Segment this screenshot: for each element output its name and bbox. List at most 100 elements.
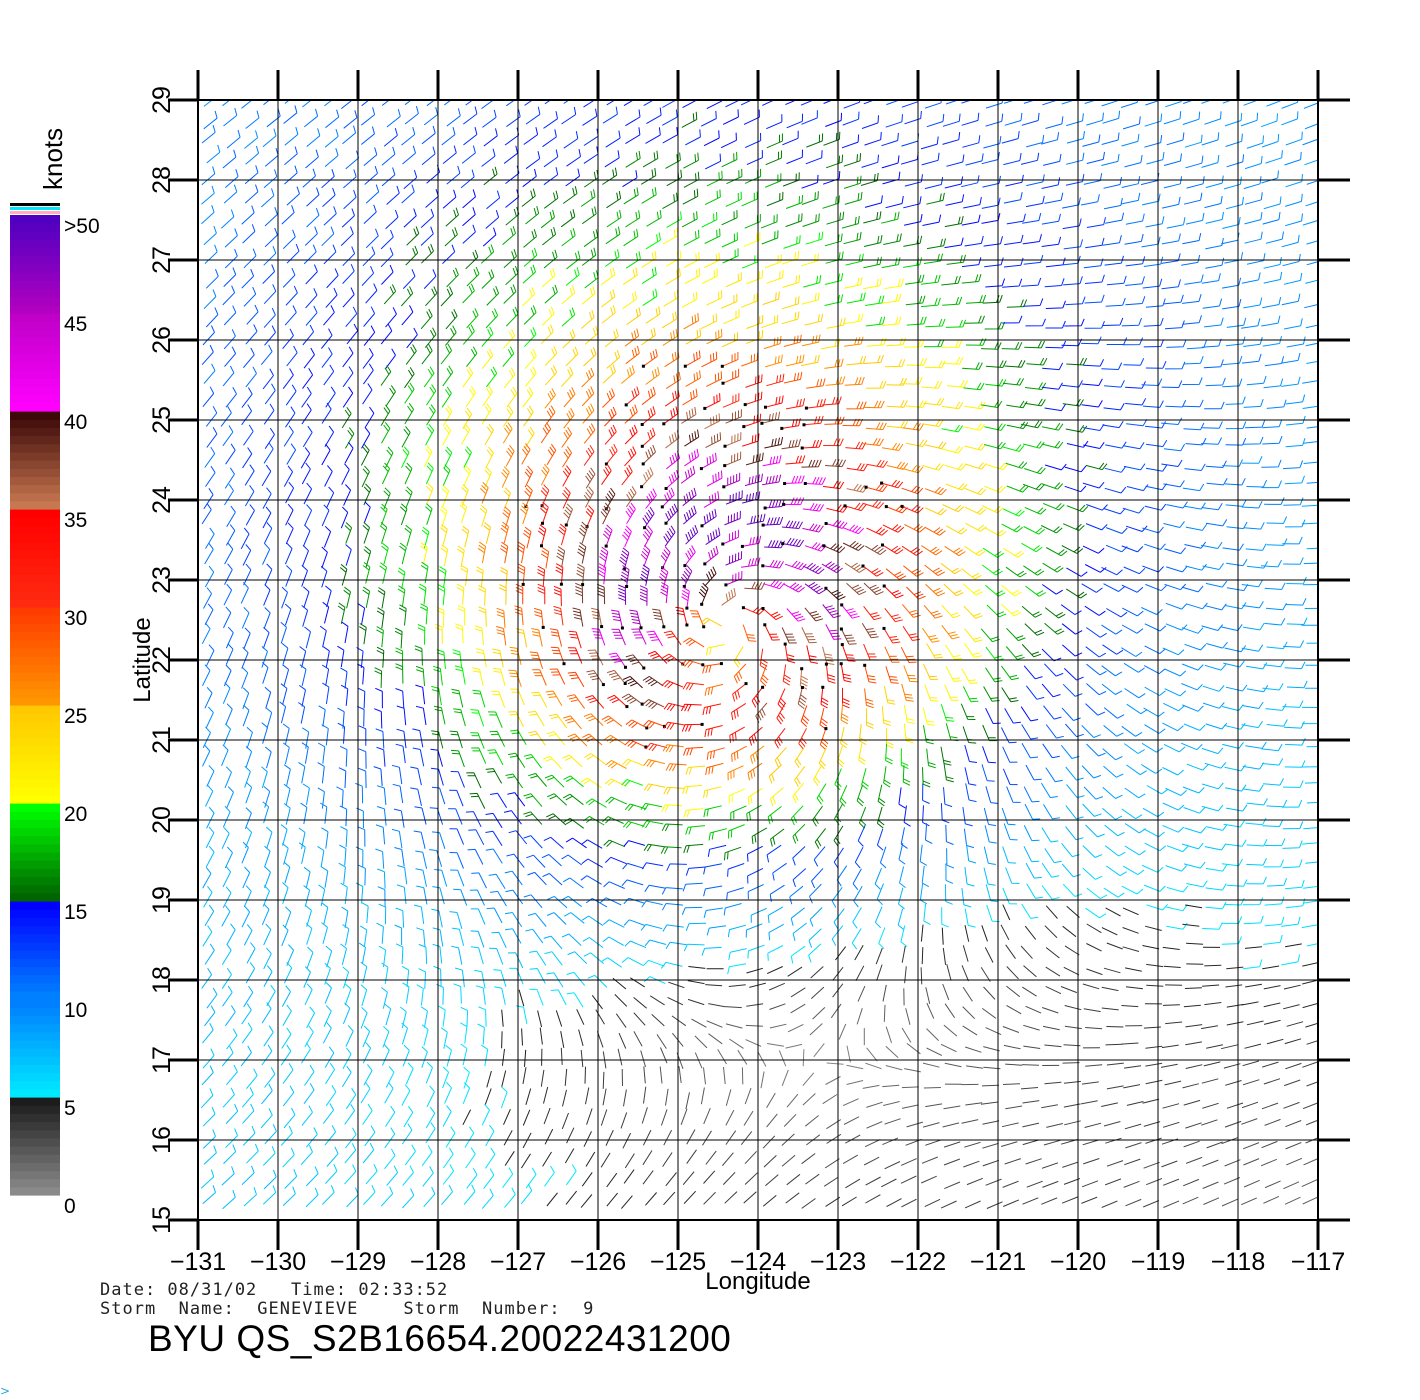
wind-barb xyxy=(1262,435,1283,445)
wind-barb xyxy=(862,1084,880,1089)
wind-barb xyxy=(1142,565,1164,573)
wind-barb xyxy=(562,754,583,768)
wind-barb xyxy=(1225,499,1247,507)
wind-barb xyxy=(1144,503,1167,511)
wind-barb xyxy=(1205,377,1226,387)
wind-barb xyxy=(945,824,954,845)
wind-barb xyxy=(546,443,557,466)
wind-barb xyxy=(681,211,698,228)
wind-barb xyxy=(834,803,844,826)
wind-barb xyxy=(1205,580,1228,588)
wind-barb xyxy=(919,844,928,866)
wind-barb xyxy=(562,186,578,204)
colorbar-band-segment xyxy=(10,255,60,265)
wind-barb xyxy=(523,894,543,909)
wind-barb xyxy=(1066,905,1080,918)
wind-barb xyxy=(901,133,920,147)
wind-barb xyxy=(961,274,982,284)
wind-barb xyxy=(298,702,306,724)
wind-barb xyxy=(364,1125,376,1147)
wind-barb xyxy=(1261,480,1282,489)
wind-barb xyxy=(226,1028,238,1050)
colorbar-band-segment xyxy=(10,656,60,665)
wind-barb xyxy=(505,306,519,327)
wind-barb xyxy=(492,667,506,686)
wind-barb xyxy=(665,763,687,772)
wind-barb xyxy=(1222,378,1243,388)
wind-barb xyxy=(1241,1118,1258,1125)
wind-barb xyxy=(1283,1181,1300,1190)
wind-barb xyxy=(659,1066,663,1084)
wind-barb xyxy=(1306,240,1318,245)
wind-barb xyxy=(606,349,621,369)
wind-barb xyxy=(521,1028,523,1046)
wind-barb xyxy=(561,426,573,448)
wind-barb xyxy=(426,482,434,505)
colorbar-band-segment xyxy=(10,843,60,853)
wind-barb xyxy=(1146,1178,1163,1186)
wind-barb xyxy=(480,244,495,264)
wind-barb xyxy=(721,588,736,606)
wind-barb xyxy=(822,646,835,665)
wind-barb xyxy=(704,566,717,587)
wind-barb xyxy=(1066,357,1088,366)
wind-barb xyxy=(808,943,822,963)
wind-barb xyxy=(1222,216,1241,229)
wind-barb xyxy=(445,308,458,330)
wind-barb xyxy=(425,188,439,208)
wind-barb xyxy=(224,542,234,565)
wind-barb xyxy=(903,196,922,209)
wind-barb xyxy=(645,127,661,144)
wind-barb xyxy=(586,670,604,685)
wind-barb xyxy=(1046,1123,1064,1128)
wind-barb xyxy=(1103,507,1126,515)
wind-barb xyxy=(1166,565,1188,573)
wind-barb xyxy=(1246,135,1264,149)
wind-barb xyxy=(264,563,273,586)
wind-barb xyxy=(748,726,763,746)
wind-barb xyxy=(822,171,841,185)
wind-barb xyxy=(421,1145,433,1167)
wind-barb xyxy=(660,1109,668,1126)
wind-barb xyxy=(1225,984,1243,988)
wind-barb xyxy=(1003,257,1024,268)
wind-barb xyxy=(391,764,403,785)
wind-barb xyxy=(340,684,349,706)
wind-barb xyxy=(1302,405,1318,409)
wind-barb xyxy=(643,1066,646,1084)
wind-barb xyxy=(502,405,514,427)
wind-barb xyxy=(1201,1119,1218,1126)
wind-barb xyxy=(500,566,508,588)
wind-barb xyxy=(1243,176,1262,190)
wind-barb xyxy=(501,466,510,488)
wind-barb xyxy=(1285,213,1303,227)
wind-barb xyxy=(824,358,844,369)
wind-barb xyxy=(462,207,476,227)
wind-barb xyxy=(261,903,270,926)
wind-barb xyxy=(280,683,288,705)
wind-barb xyxy=(1041,683,1061,698)
wind-barb xyxy=(980,1101,998,1105)
wind-barb xyxy=(340,667,348,689)
wind-barb xyxy=(405,245,419,266)
wind-barb xyxy=(792,846,806,866)
wind-barb xyxy=(852,907,862,929)
wind-barb xyxy=(1121,133,1140,147)
wind-barb xyxy=(282,664,290,687)
wind-barb xyxy=(721,151,738,168)
wind-barb xyxy=(1141,236,1161,248)
wind-barb xyxy=(584,325,599,345)
wind-barb xyxy=(1101,624,1123,635)
wind-barb xyxy=(243,924,253,946)
wind-barb xyxy=(1201,1078,1219,1084)
wind-barb xyxy=(864,688,874,709)
wind-barb xyxy=(662,192,678,210)
wind-barb xyxy=(341,407,352,429)
wind-barb xyxy=(606,1172,618,1188)
rain-flag-marker xyxy=(664,521,668,525)
wind-barb xyxy=(881,211,900,224)
colorbar-band-segment xyxy=(10,1023,60,1033)
wind-barb xyxy=(1162,824,1185,833)
wind-barb xyxy=(318,884,326,907)
wind-barb xyxy=(1083,1008,1101,1013)
